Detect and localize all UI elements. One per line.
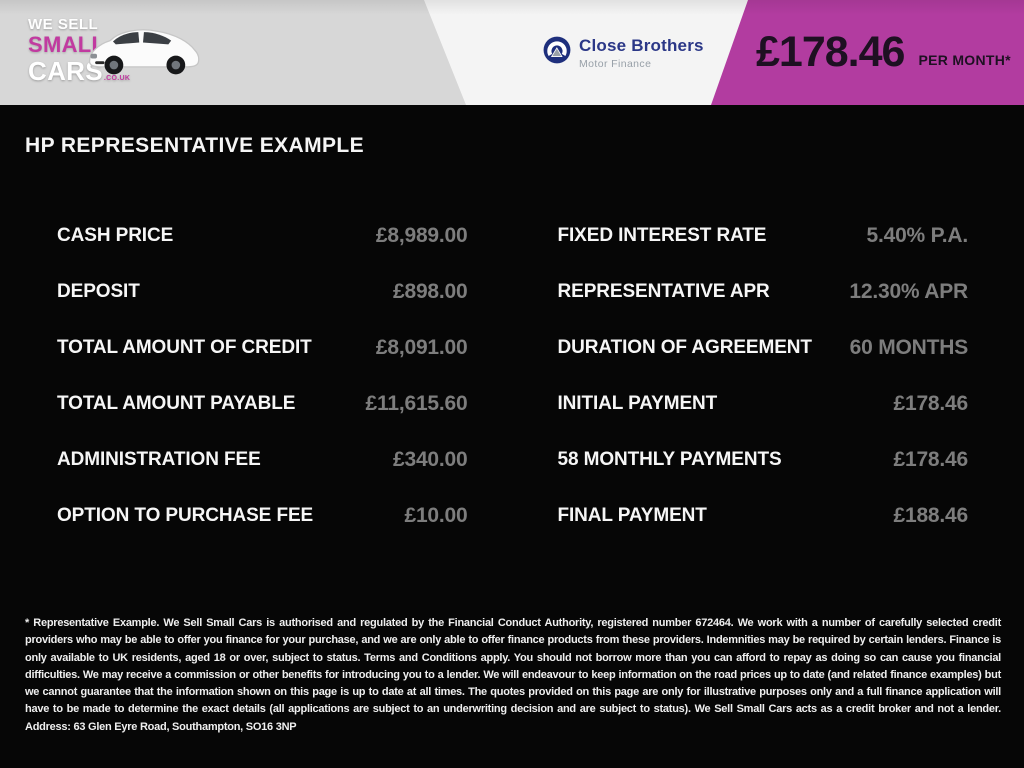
dealer-logo: WE SELL SMALL CARS.CO.UK: [28, 17, 130, 84]
finance-label: ADMINISTRATION FEE: [57, 449, 261, 470]
finance-label: CASH PRICE: [57, 225, 174, 246]
finance-example-panel: HP REPRESENTATIVE EXAMPLE CASH PRICE £8,…: [0, 105, 1024, 768]
finance-value: £188.46: [893, 504, 968, 527]
finance-value: £8,091.00: [375, 336, 468, 359]
finance-value: £11,615.60: [365, 392, 468, 415]
finance-label: REPRESENTATIVE APR: [557, 281, 770, 302]
finance-value: £340.00: [392, 448, 468, 471]
finance-label: DURATION OF AGREEMENT: [557, 337, 813, 358]
legal-disclaimer: * Representative Example. We Sell Small …: [25, 617, 1001, 733]
finance-row-interest-rate: FIXED INTEREST RATE 5.40% P.A.: [558, 208, 969, 264]
finance-row-deposit: DEPOSIT £898.00: [57, 264, 468, 320]
finance-label: OPTION TO PURCHASE FEE: [57, 505, 314, 526]
finance-label: DEPOSIT: [57, 281, 140, 302]
finance-row-cash-price: CASH PRICE £8,989.00: [57, 208, 468, 264]
price-amount: £178.46: [756, 28, 905, 76]
finance-row-monthly-payments: 58 MONTHLY PAYMENTS £178.46: [558, 432, 969, 488]
finance-row-total-credit: TOTAL AMOUNT OF CREDIT £8,091.00: [57, 320, 468, 376]
finance-value: 12.30% APR: [849, 280, 968, 303]
finance-row-total-payable: TOTAL AMOUNT PAYABLE £11,615.60: [57, 376, 468, 432]
finance-row-apr: REPRESENTATIVE APR 12.30% APR: [558, 264, 969, 320]
finance-row-admin-fee: ADMINISTRATION FEE £340.00: [57, 432, 468, 488]
finance-label: TOTAL AMOUNT OF CREDIT: [57, 337, 312, 358]
car-photo-icon: [88, 29, 200, 75]
finance-table: CASH PRICE £8,989.00 DEPOSIT £898.00 TOT…: [57, 208, 968, 544]
page-title: HP REPRESENTATIVE EXAMPLE: [25, 134, 365, 157]
dealer-logo-suffix: .CO.UK: [103, 75, 131, 82]
finance-value: £178.46: [893, 448, 968, 471]
header-banner: WE SELL SMALL CARS.CO.UK Close Brothers …: [0, 0, 1024, 105]
finance-value: 5.40% P.A.: [866, 224, 968, 247]
finance-row-final-payment: FINAL PAYMENT £188.46: [558, 488, 969, 544]
finance-value: £8,989.00: [375, 224, 468, 247]
finance-label: INITIAL PAYMENT: [557, 393, 718, 414]
price-per-month-label: PER MONTH*: [918, 51, 1011, 68]
finance-row-option-fee: OPTION TO PURCHASE FEE £10.00: [57, 488, 468, 544]
finance-value: £898.00: [392, 280, 468, 303]
finance-label: 58 MONTHLY PAYMENTS: [557, 449, 782, 470]
finance-label: FIXED INTEREST RATE: [557, 225, 767, 246]
monthly-price: £178.46 PER MONTH*: [750, 0, 1024, 105]
finance-label: TOTAL AMOUNT PAYABLE: [57, 393, 296, 414]
finance-row-duration: DURATION OF AGREEMENT 60 MONTHS: [558, 320, 969, 376]
finance-row-initial-payment: INITIAL PAYMENT £178.46: [558, 376, 969, 432]
dealer-logo-line1: WE SELL: [28, 16, 99, 33]
finance-value: £178.46: [893, 392, 968, 415]
lender-name: Close Brothers: [579, 36, 704, 55]
finance-value: £10.00: [404, 504, 468, 527]
header-magenta-band: [711, 0, 1024, 105]
dealer-logo-line2: SMALL: [28, 32, 106, 57]
lender-subtitle: Motor Finance: [579, 58, 652, 70]
finance-label: FINAL PAYMENT: [557, 505, 707, 526]
header-gray-band: [0, 0, 466, 105]
finance-value: 60 MONTHS: [849, 336, 969, 359]
close-brothers-arch-icon: [543, 36, 571, 64]
lender-logo: Close Brothers Motor Finance: [543, 36, 704, 70]
